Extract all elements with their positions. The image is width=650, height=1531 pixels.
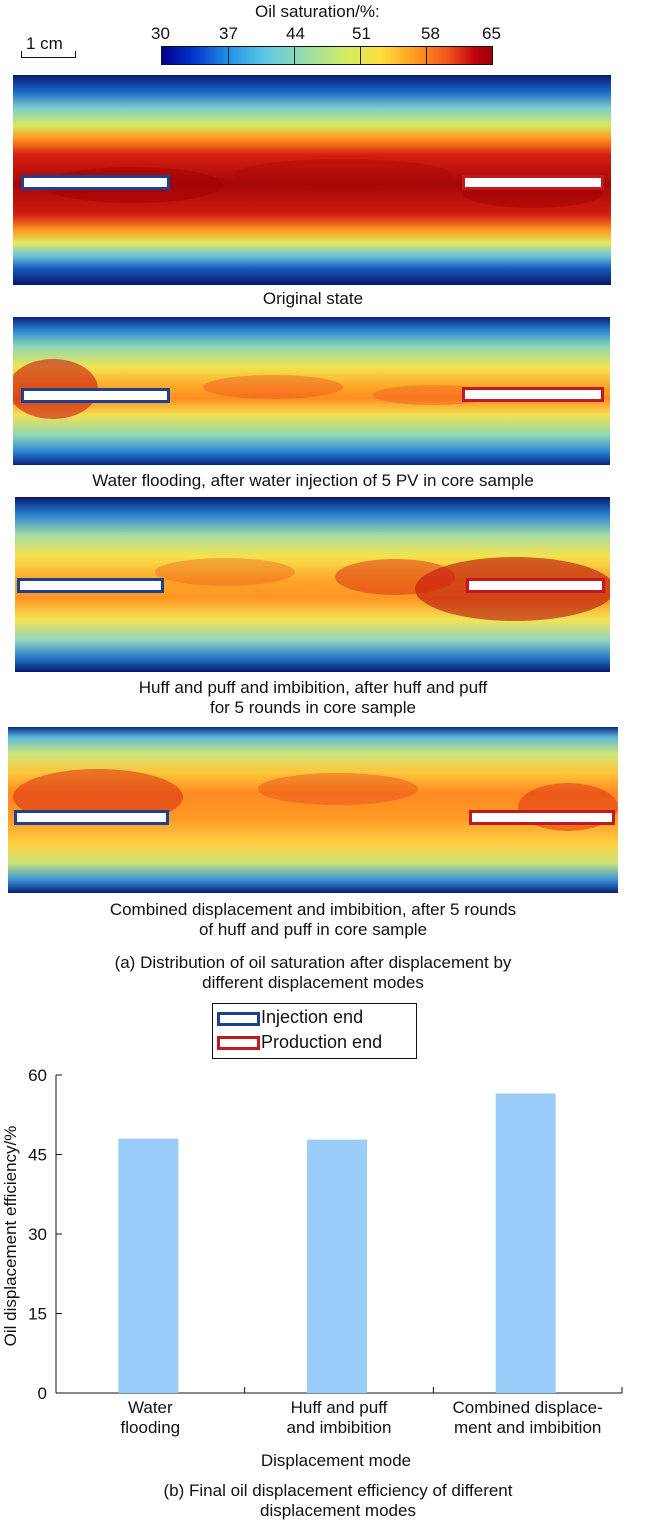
scale-bar-tick-left <box>21 51 22 58</box>
y-tick-label: 60 <box>28 1066 47 1085</box>
scale-bar-line <box>21 57 75 58</box>
y-axis-label: Oil displacement efficiency/% <box>1 1126 20 1347</box>
x-tick-label: Combined displace-ment and imbibition <box>453 1398 603 1437</box>
core-caption-original-state: Original state <box>262 289 364 308</box>
x-tick-label: Huff and puff and imbibition <box>287 1398 392 1437</box>
colorbar-tick: 37 <box>219 24 238 43</box>
production-end-marker <box>466 578 605 593</box>
y-tick-label: 15 <box>28 1305 47 1324</box>
panel-a-caption: (a) Distribution of oil saturation after… <box>114 953 512 992</box>
core-caption-huff-and-puff: Huff and puff and imbibition, after huff… <box>138 678 488 717</box>
panel-b-caption: (b) Final oil displacement efficiency of… <box>163 1481 513 1520</box>
colorbar-gradient <box>161 46 493 65</box>
scale-bar-label: 1 cm <box>26 34 63 53</box>
core-caption-water-flooding: Water flooding, after water injection of… <box>92 471 534 490</box>
production-end-marker <box>469 810 615 825</box>
efficiency-bar-chart: 0 15 30 45 60 Water flooding Huff and puff and i… <box>1 1066 623 1470</box>
colorbar-tick: 51 <box>352 24 371 43</box>
bar <box>307 1139 367 1393</box>
legend-label-injection: Injection end <box>261 1007 364 1027</box>
colorbar-tick: 44 <box>286 24 305 43</box>
colorbar-tick: 30 <box>151 24 170 43</box>
injection-end-marker <box>21 388 170 403</box>
legend-swatch-production <box>217 1036 260 1050</box>
scale-bar-tick-right <box>75 51 76 58</box>
colorbar-tick: 58 <box>421 24 440 43</box>
y-tick-label: 30 <box>28 1225 47 1244</box>
colorbar-tick: 65 <box>482 24 501 43</box>
legend-label-production: Production end <box>261 1032 383 1052</box>
production-end-marker <box>462 175 604 190</box>
colorbar-title: Oil saturation/%: <box>255 2 380 21</box>
x-tick-label: Water flooding <box>121 1398 181 1437</box>
x-axis-label: Displacement mode <box>261 1451 411 1470</box>
legend: Injection end Production end <box>212 1003 417 1059</box>
scale-bar: 1 cm <box>20 34 76 62</box>
core-caption-combined: Combined displacement and imbibition, af… <box>109 900 517 939</box>
bar <box>495 1093 556 1393</box>
legend-swatch-injection <box>217 1012 260 1026</box>
injection-end-marker <box>17 578 164 593</box>
production-end-marker <box>462 387 604 402</box>
y-tick-label: 0 <box>38 1384 47 1403</box>
bar <box>118 1138 179 1393</box>
y-tick-label: 45 <box>28 1146 47 1165</box>
colorbar: Oil saturation/%: 30 37 44 51 58 65 <box>145 0 515 70</box>
injection-end-marker <box>21 175 170 190</box>
injection-end-marker <box>14 810 169 825</box>
